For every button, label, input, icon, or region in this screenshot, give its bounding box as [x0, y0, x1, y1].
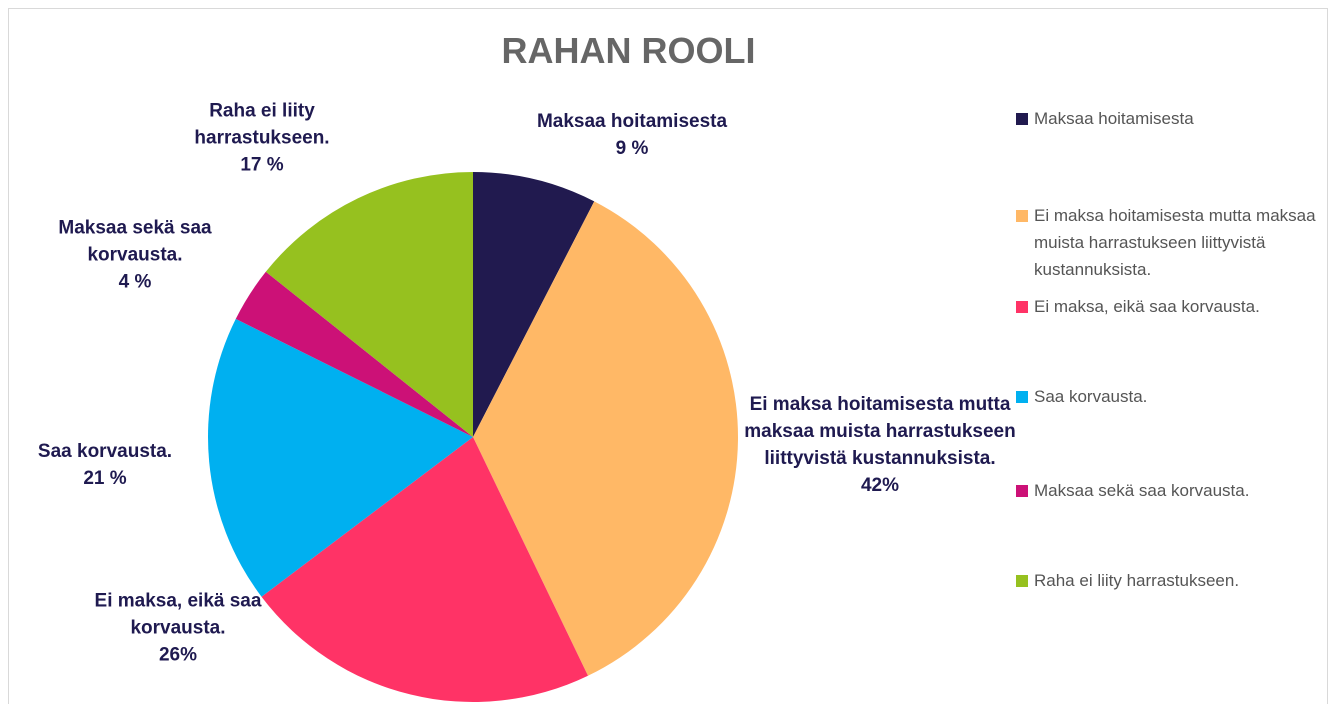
data-label-name: Ei maksa, eikä saa korvausta.: [94, 590, 262, 639]
legend-swatch: [1016, 575, 1028, 587]
pie-slice: [235, 271, 473, 437]
legend-label: Maksaa sekä saa korvausta.: [1034, 481, 1250, 500]
legend-swatch: [1016, 113, 1028, 125]
data-label-name: Maksaa hoitamisesta: [536, 111, 728, 132]
data-label-value: 26%: [158, 644, 198, 666]
legend-label: Raha ei liity harrastukseen.: [1034, 571, 1240, 590]
pie-slice: [208, 318, 473, 597]
chart-frame: [8, 8, 1328, 704]
data-label-name: Maksaa sekä saa korvausta.: [58, 217, 212, 266]
data-label-value: 4 %: [118, 271, 152, 293]
legend-label: Ei maksa, eikä saa korvausta.: [1034, 297, 1260, 316]
legend-label: Ei maksa hoitamisesta mutta maksaa muist…: [1034, 206, 1316, 279]
legend-item: Saa korvausta.: [1016, 383, 1326, 410]
chart-title: RAHAN ROOLI: [501, 30, 756, 71]
pie-slice: [265, 172, 473, 437]
data-label: Saa korvausta. 21 %: [5, 438, 205, 492]
data-label-value: 9 %: [615, 138, 649, 159]
pie-slice: [473, 201, 739, 676]
data-label-value: 21 %: [83, 468, 127, 489]
legend-item: Ei maksa, eikä saa korvausta.: [1016, 293, 1326, 320]
legend-item: Ei maksa hoitamisesta mutta maksaa muist…: [1016, 202, 1326, 283]
legend-swatch: [1016, 210, 1028, 222]
data-label: Maksaa hoitamisesta 9 %: [507, 108, 757, 162]
data-label-value: 42%: [860, 475, 900, 496]
pie-slice: [261, 437, 588, 702]
legend-label: Maksaa hoitamisesta: [1034, 109, 1194, 128]
legend-swatch: [1016, 485, 1028, 497]
data-label-name: Ei maksa hoitamisesta mutta maksaa muist…: [744, 394, 1016, 469]
legend-item: Maksaa hoitamisesta: [1016, 105, 1326, 132]
legend-label: Saa korvausta.: [1034, 387, 1148, 406]
pie-slice: [473, 172, 595, 437]
data-label-value: 17 %: [240, 154, 284, 176]
data-label: Ei maksa hoitamisesta mutta maksaa muist…: [735, 391, 1025, 499]
data-label-name: Saa korvausta.: [37, 441, 173, 462]
legend-item: Raha ei liity harrastukseen.: [1016, 567, 1326, 594]
legend-swatch: [1016, 391, 1028, 403]
data-label-name: Raha ei liity harrastukseen.: [194, 100, 330, 149]
legend-item: Maksaa sekä saa korvausta.: [1016, 477, 1326, 504]
data-label: Ei maksa, eikä saa korvausta. 26%: [68, 588, 288, 669]
data-label: Raha ei liity harrastukseen. 17 %: [162, 98, 362, 179]
legend-swatch: [1016, 301, 1028, 313]
data-label: Maksaa sekä saa korvausta. 4 %: [30, 215, 240, 296]
